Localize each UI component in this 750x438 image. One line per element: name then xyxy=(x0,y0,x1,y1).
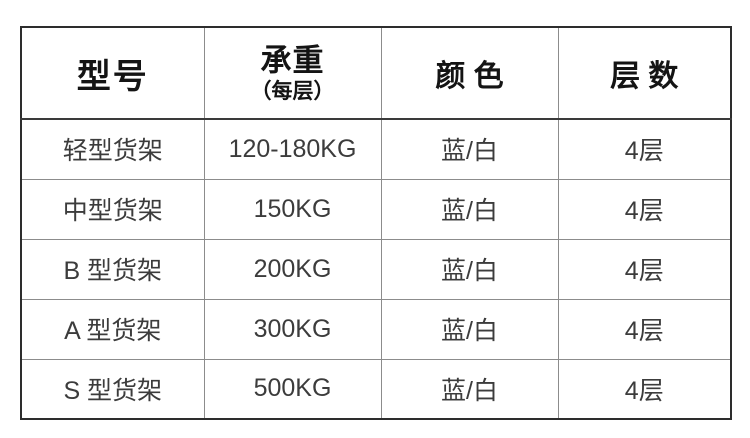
table-row: S 型货架 500KG 蓝/白 4层 xyxy=(20,358,732,420)
header-capacity: 承重 （每层） xyxy=(203,26,382,120)
header-layers-label: 层 数 xyxy=(610,60,679,93)
cell-model: B 型货架 xyxy=(20,238,205,300)
table-header-row: 型号 承重 （每层） 颜 色 层 数 xyxy=(20,26,732,120)
table-row: 轻型货架 120-180KG 蓝/白 4层 xyxy=(20,118,732,180)
table-row: B 型货架 200KG 蓝/白 4层 xyxy=(20,238,732,300)
header-color: 颜 色 xyxy=(380,26,559,120)
cell-capacity: 500KG xyxy=(203,358,382,420)
cell-color: 蓝/白 xyxy=(380,358,559,420)
cell-color: 蓝/白 xyxy=(380,118,559,180)
header-color-label: 颜 色 xyxy=(435,60,504,93)
header-capacity-sublabel: （每层） xyxy=(250,79,335,103)
cell-capacity: 120-180KG xyxy=(203,118,382,180)
cell-model: A 型货架 xyxy=(20,298,205,360)
cell-model: 轻型货架 xyxy=(20,118,205,180)
header-layers: 层 数 xyxy=(557,26,732,120)
cell-layers: 4层 xyxy=(557,178,732,240)
cell-layers: 4层 xyxy=(557,118,732,180)
cell-color: 蓝/白 xyxy=(380,178,559,240)
cell-layers: 4层 xyxy=(557,298,732,360)
table-row: 中型货架 150KG 蓝/白 4层 xyxy=(20,178,732,240)
header-model: 型号 xyxy=(20,26,205,120)
header-capacity-label: 承重 xyxy=(260,42,325,78)
product-spec-table: 型号 承重 （每层） 颜 色 层 数 轻型货架 120-180KG 蓝/白 4层 xyxy=(20,26,732,420)
header-model-label: 型号 xyxy=(76,57,149,96)
cell-capacity: 150KG xyxy=(203,178,382,240)
cell-model: S 型货架 xyxy=(20,358,205,420)
cell-color: 蓝/白 xyxy=(380,298,559,360)
cell-layers: 4层 xyxy=(557,358,732,420)
cell-model: 中型货架 xyxy=(20,178,205,240)
table-row: A 型货架 300KG 蓝/白 4层 xyxy=(20,298,732,360)
spec-table-container: 型号 承重 （每层） 颜 色 层 数 轻型货架 120-180KG 蓝/白 4层 xyxy=(20,26,732,420)
cell-color: 蓝/白 xyxy=(380,238,559,300)
cell-capacity: 300KG xyxy=(203,298,382,360)
cell-layers: 4层 xyxy=(557,238,732,300)
cell-capacity: 200KG xyxy=(203,238,382,300)
